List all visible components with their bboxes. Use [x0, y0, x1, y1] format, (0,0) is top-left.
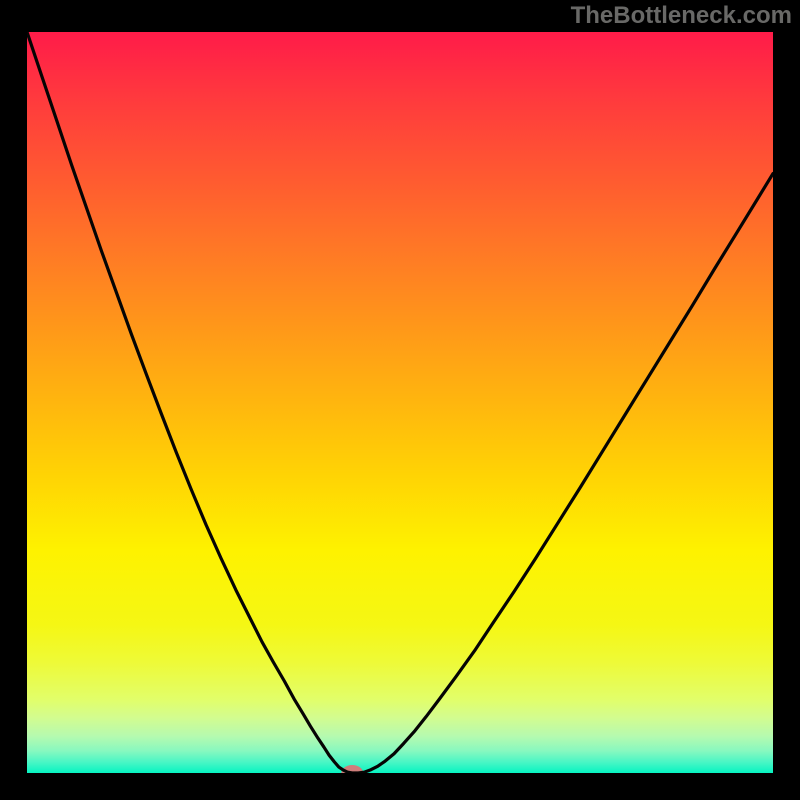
gradient-background: [27, 32, 773, 773]
watermark-text: TheBottleneck.com: [571, 2, 792, 30]
plot-area: [27, 32, 773, 773]
chart-frame: TheBottleneck.com: [0, 0, 800, 800]
bottleneck-chart: [27, 32, 773, 773]
